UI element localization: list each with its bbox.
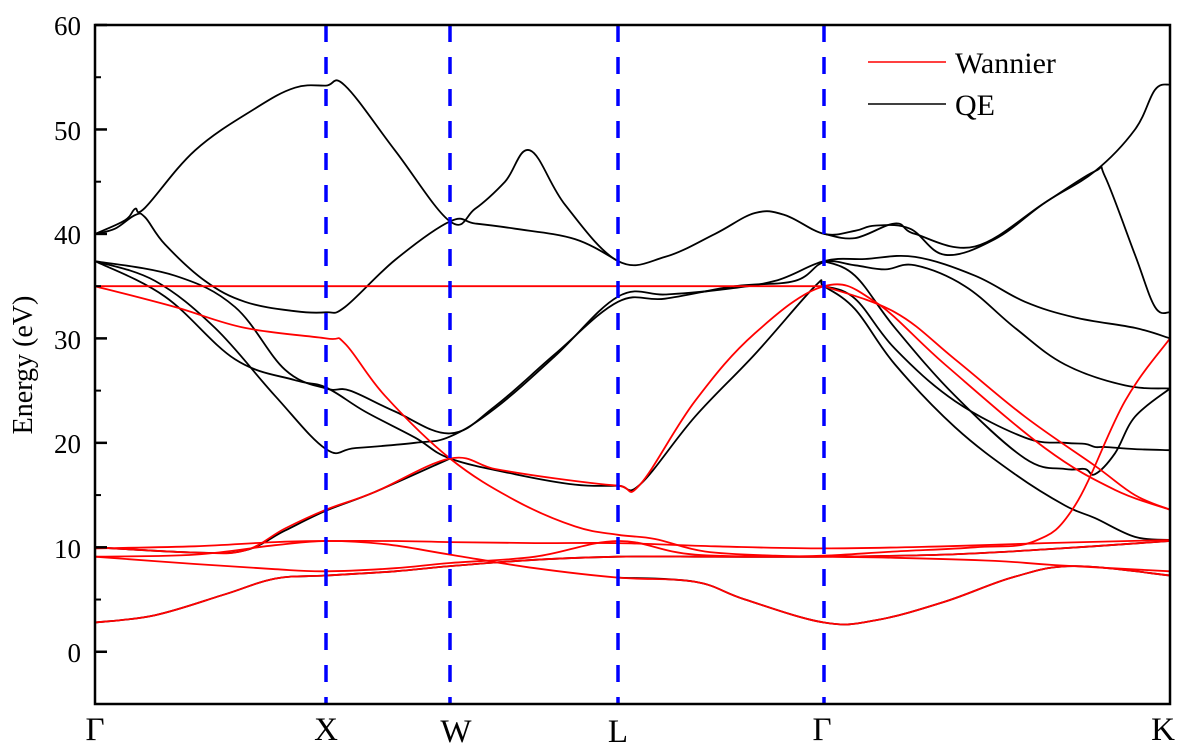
- wannier-band-7: [823, 285, 1171, 511]
- ytick-label-60: 60: [54, 11, 81, 41]
- qe-band-1: [94, 212, 619, 314]
- wannier-band-lines: [94, 283, 1171, 626]
- wannier-band-4: [94, 283, 1171, 555]
- qe-band-6: [823, 260, 1171, 476]
- wannier-band-2: [94, 540, 1171, 626]
- y-axis-ticks: [95, 23, 107, 705]
- qe-band-9: [94, 457, 451, 555]
- kpoint-label-l: L: [608, 714, 628, 750]
- y-axis-label: Energy (eV): [8, 296, 39, 435]
- legend-label-wannier: Wannier: [955, 47, 1056, 80]
- y-axis-tick-labels: 0 10 20 30 40 50 60: [54, 11, 81, 668]
- kpoint-label-gamma-2: Γ: [812, 712, 831, 748]
- ytick-label-0: 0: [68, 638, 82, 668]
- ytick-label-50: 50: [54, 116, 81, 146]
- wannier-band-5: [94, 285, 1171, 558]
- kpoint-label-x: X: [314, 712, 338, 748]
- wannier-band-3: [94, 539, 1171, 550]
- ytick-label-20: 20: [54, 429, 81, 459]
- qe-band-5: [94, 260, 1171, 492]
- ytick-label-40: 40: [54, 220, 81, 250]
- kpoint-label-gamma: Γ: [85, 712, 104, 748]
- wannier-band-0: [94, 540, 1171, 624]
- qe-band-0: [94, 79, 1171, 267]
- high-symmetry-dividers: [324, 25, 826, 704]
- kpoint-label-w: W: [440, 714, 472, 750]
- qe-band-10: [823, 285, 1171, 541]
- qe-band-3: [94, 260, 1171, 435]
- qe-band-7: [94, 540, 1171, 624]
- legend-label-qe: QE: [955, 89, 995, 122]
- kpoint-label-k: K: [1151, 712, 1175, 748]
- ytick-label-30: 30: [54, 325, 81, 355]
- ytick-label-10: 10: [54, 534, 81, 564]
- k-point-labels: Γ X W L Γ K: [85, 712, 1175, 750]
- legend: Wannier QE: [868, 47, 1056, 122]
- qe-band-2: [823, 165, 1171, 315]
- plot-frame: [93, 23, 1172, 706]
